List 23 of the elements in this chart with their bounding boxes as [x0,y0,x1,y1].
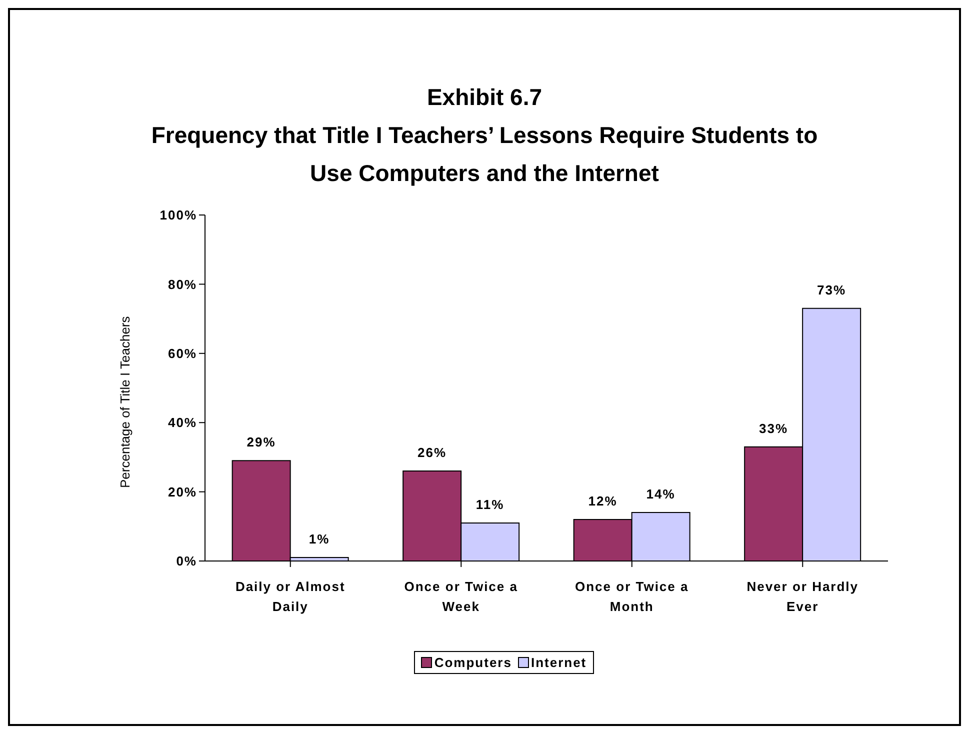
y-tick-label: 40% [168,415,197,430]
y-tick-label: 0% [176,554,197,569]
data-label: 12% [588,493,618,508]
data-label: 11% [476,496,504,512]
data-label: 1% [308,532,330,547]
y-axis-title: Percentage of Title I Teachers [118,316,133,488]
data-label: 14% [646,486,676,502]
data-label: 26% [418,445,447,460]
x-tick-label: Once or Twice a Week [404,579,518,614]
y-tick-label: 100% [160,208,197,223]
chart-title: Exhibit 6.7 [426,83,544,112]
data-label: 29% [246,434,276,450]
y-tick-label: 20% [168,484,197,500]
x-tick-label: Daily or Almost Daily [235,579,346,614]
chart-subtitle: Frequency that Title I Teachers’ Lessons Require Students to Use Computers and the Internet [150,121,819,188]
data-label: 33% [759,420,788,436]
legend-label: Computers [433,655,512,670]
y-tick-label: 80% [168,276,197,292]
x-tick-label: Never or Hardly Ever [746,579,859,614]
x-tick-label: Once or Twice a Month [575,579,689,614]
y-tick-label: 60% [168,346,197,362]
data-label: 73% [817,282,846,298]
legend-label: Internet [530,655,587,670]
